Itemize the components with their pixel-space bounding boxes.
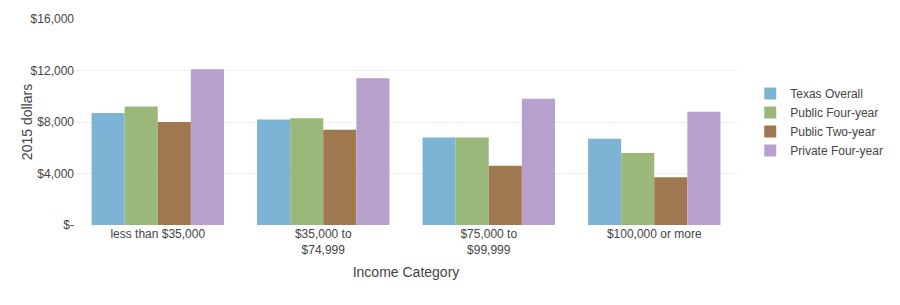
- svg-text:Texas Overall: Texas Overall: [790, 87, 863, 101]
- svg-text:$12,000: $12,000: [31, 64, 75, 78]
- svg-text:$16,000: $16,000: [31, 12, 75, 26]
- svg-text:$-: $-: [63, 218, 74, 232]
- svg-text:$35,000 to$74,999: $35,000 to$74,999: [295, 227, 352, 257]
- svg-text:$75,000 to$99,999: $75,000 to$99,999: [460, 227, 517, 257]
- svg-text:less than $35,000: less than $35,000: [110, 227, 205, 241]
- svg-text:$100,000 or more: $100,000 or more: [607, 227, 702, 241]
- svg-text:$4,000: $4,000: [37, 167, 74, 181]
- svg-text:Public Four-year: Public Four-year: [790, 106, 878, 120]
- svg-text:$8,000: $8,000: [37, 115, 74, 129]
- svg-text:Public Two-year: Public Two-year: [790, 125, 875, 139]
- svg-text:Income Category: Income Category: [353, 264, 460, 280]
- svg-text:Private Four-year: Private Four-year: [790, 144, 883, 158]
- svg-text:2015 dollars: 2015 dollars: [19, 84, 35, 160]
